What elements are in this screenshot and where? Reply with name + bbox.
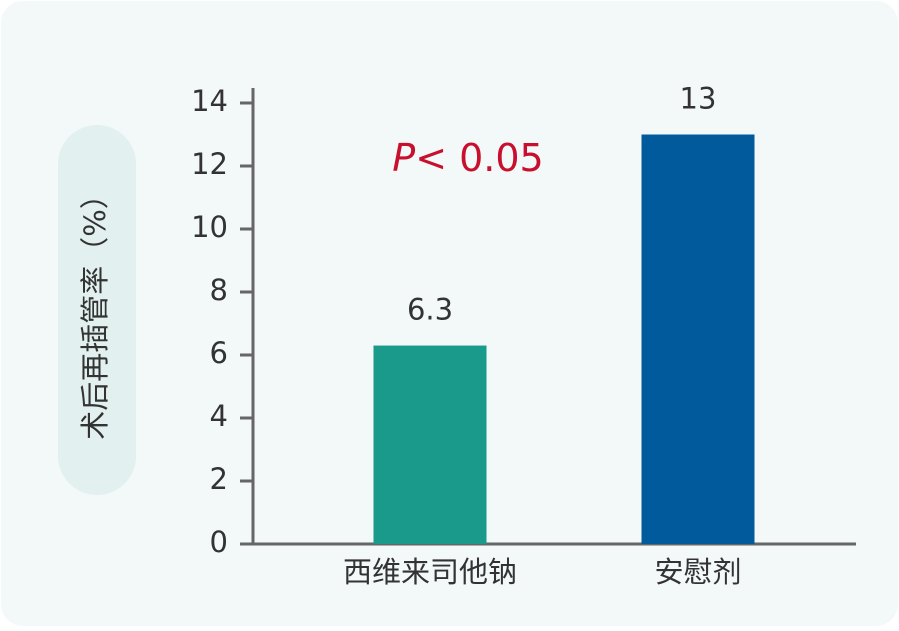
y-tick-label: 14: [191, 84, 228, 118]
annotation: P< 0.05: [392, 136, 543, 180]
x-tick-label: 安慰剂: [654, 555, 741, 589]
y-tick-label: 10: [191, 210, 228, 244]
annotation-p: P: [392, 136, 415, 180]
data-label: 13: [680, 82, 717, 116]
y-tick-label: 2: [210, 462, 228, 496]
data-label: 6.3: [407, 293, 453, 327]
y-tick-label: 0: [210, 525, 228, 559]
y-tick-label: 6: [210, 336, 228, 370]
x-tick-label: 西维来司他钠: [343, 555, 517, 589]
y-axis-label: 术后再插管率（%）: [78, 180, 112, 440]
y-tick-label: 4: [210, 399, 228, 433]
annotation-text: < 0.05: [415, 136, 544, 180]
bar: [373, 345, 487, 544]
bar: [641, 134, 755, 544]
ylabel-pill: [58, 125, 136, 495]
y-tick-label: 8: [210, 273, 228, 307]
y-tick-label: 12: [191, 147, 228, 181]
